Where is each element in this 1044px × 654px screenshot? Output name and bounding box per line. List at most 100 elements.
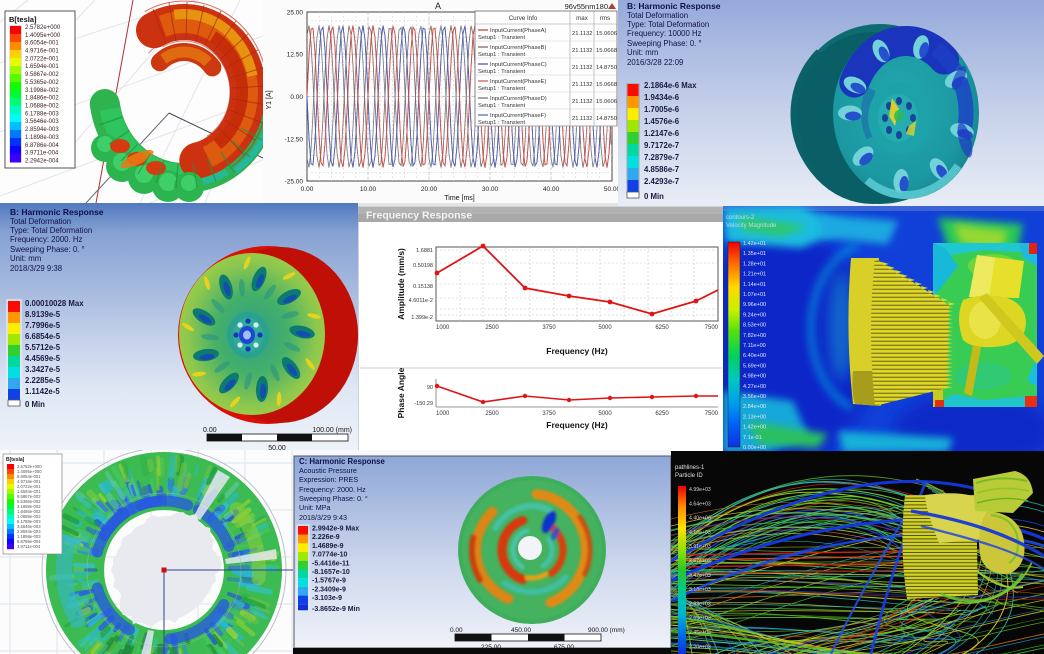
svg-text:pathlines-1: pathlines-1 (675, 465, 705, 471)
svg-text:1.2147e-6: 1.2147e-6 (644, 129, 680, 138)
svg-text:96v55nm180: 96v55nm180 (565, 2, 608, 11)
svg-text:1.9434e-6: 1.9434e-6 (644, 93, 680, 102)
svg-text:50.00: 50.00 (268, 445, 286, 450)
svg-text:0.00010028 Max: 0.00010028 Max (25, 299, 84, 308)
svg-text:7.0774e-10: 7.0774e-10 (312, 552, 348, 559)
svg-text:2.1864e-6 Max: 2.1864e-6 Max (644, 81, 697, 90)
svg-text:2.20e+03: 2.20e+03 (689, 644, 711, 650)
svg-text:6.6854e-5: 6.6854e-5 (25, 332, 61, 341)
svg-text:6.40e+00: 6.40e+00 (743, 353, 766, 359)
svg-text:-25.00: -25.00 (285, 179, 304, 186)
svg-text:2.9942e-9 Max: 2.9942e-9 Max (312, 526, 359, 533)
svg-text:7500: 7500 (705, 411, 719, 417)
svg-text:Velocity Magnitude: Velocity Magnitude (726, 223, 777, 229)
svg-text:7500: 7500 (705, 325, 719, 331)
svg-text:675.00: 675.00 (554, 644, 574, 651)
svg-text:1.7005e-6: 1.7005e-6 (644, 105, 680, 114)
svg-text:rms: rms (600, 15, 610, 22)
svg-text:3.1998e-002: 3.1998e-002 (17, 504, 41, 509)
svg-text:3.91e+03: 3.91e+03 (689, 544, 711, 550)
svg-text:Setup1 : Transient: Setup1 : Transient (478, 52, 525, 58)
svg-text:50.00: 50.00 (604, 186, 618, 193)
svg-text:2.13e+00: 2.13e+00 (743, 414, 766, 420)
svg-text:4.64e+03: 4.64e+03 (689, 501, 711, 507)
svg-text:1.6594e-001: 1.6594e-001 (25, 64, 59, 70)
svg-text:1.42e+01: 1.42e+01 (743, 241, 766, 247)
svg-text:Frequency (Hz): Frequency (Hz) (546, 420, 608, 430)
svg-text:6250: 6250 (655, 325, 669, 331)
svg-text:12.50: 12.50 (287, 52, 304, 59)
svg-text:3.9711e-004: 3.9711e-004 (17, 544, 41, 549)
svg-text:2.8594e-003: 2.8594e-003 (25, 127, 59, 133)
svg-text:4.99e+03: 4.99e+03 (689, 487, 711, 493)
svg-text:2.0722e-001: 2.0722e-001 (25, 56, 59, 62)
svg-text:B[tesla]: B[tesla] (9, 15, 37, 24)
svg-text:21.1132: 21.1132 (572, 82, 593, 88)
svg-text:2.2285e-5: 2.2285e-5 (25, 376, 61, 385)
svg-text:14.8750: 14.8750 (596, 116, 617, 122)
svg-text:5.5712e-5: 5.5712e-5 (25, 343, 61, 352)
svg-text:0.00: 0.00 (290, 94, 303, 101)
svg-text:6.1788e-003: 6.1788e-003 (25, 111, 59, 117)
svg-text:1000: 1000 (436, 411, 450, 417)
svg-text:900.00 (mm): 900.00 (mm) (588, 627, 625, 634)
svg-text:0.00: 0.00 (203, 427, 217, 434)
svg-text:2.8594e-003: 2.8594e-003 (17, 529, 41, 534)
svg-text:InputCurrent(PhaseE): InputCurrent(PhaseE) (490, 79, 546, 85)
svg-text:100.00 (mm): 100.00 (mm) (312, 427, 352, 434)
svg-text:2.69e+03: 2.69e+03 (689, 616, 711, 622)
svg-text:InputCurrent(PhaseD): InputCurrent(PhaseD) (490, 96, 547, 102)
svg-text:5000: 5000 (598, 325, 612, 331)
svg-text:1.28e+01: 1.28e+01 (743, 261, 766, 267)
svg-text:15.0606: 15.0606 (596, 99, 617, 105)
svg-text:0.15138: 0.15138 (413, 284, 433, 290)
svg-text:1000: 1000 (436, 325, 450, 331)
svg-text:-5.4416e-11: -5.4416e-11 (312, 560, 349, 567)
svg-text:6250: 6250 (655, 411, 669, 417)
svg-text:-2.3409e-9: -2.3409e-9 (312, 586, 346, 593)
svg-text:8.6054e-001: 8.6054e-001 (17, 474, 41, 479)
svg-text:4.9716e-001: 4.9716e-001 (25, 49, 59, 55)
svg-text:25.00: 25.00 (287, 10, 304, 17)
svg-text:3.1998e-002: 3.1998e-002 (25, 88, 59, 94)
svg-text:8.53e+00: 8.53e+00 (743, 323, 766, 329)
svg-text:3.56e+00: 3.56e+00 (743, 394, 766, 400)
svg-text:5.5365e-002: 5.5365e-002 (25, 80, 59, 86)
svg-text:1.0688e-002: 1.0688e-002 (17, 514, 41, 519)
svg-text:7.2879e-7: 7.2879e-7 (644, 153, 679, 162)
svg-text:40.00: 40.00 (543, 186, 560, 193)
svg-text:1.21e+01: 1.21e+01 (743, 272, 766, 278)
svg-text:225.00: 225.00 (481, 644, 501, 651)
svg-text:3.42e+03: 3.42e+03 (689, 573, 711, 579)
svg-text:5.69e+00: 5.69e+00 (743, 363, 766, 369)
svg-text:4.6011e-2: 4.6011e-2 (409, 298, 433, 304)
svg-text:-8.1657e-10: -8.1657e-10 (312, 569, 350, 576)
svg-text:4.16e+03: 4.16e+03 (689, 530, 711, 536)
svg-text:2.2942e-004: 2.2942e-004 (25, 158, 59, 164)
svg-text:9.96e+00: 9.96e+00 (743, 302, 766, 308)
svg-text:1.4095e+000: 1.4095e+000 (25, 33, 61, 39)
svg-text:7.11e+00: 7.11e+00 (743, 343, 766, 349)
svg-text:2500: 2500 (485, 325, 499, 331)
svg-text:20.00: 20.00 (421, 186, 438, 193)
svg-text:InputCurrent(PhaseB): InputCurrent(PhaseB) (490, 45, 546, 51)
svg-text:7.82e+00: 7.82e+00 (743, 333, 766, 339)
svg-text:7.1e-01: 7.1e-01 (743, 435, 762, 441)
svg-text:1.6881: 1.6881 (416, 248, 433, 254)
svg-text:1.07e+01: 1.07e+01 (743, 292, 766, 298)
svg-text:2500: 2500 (485, 411, 499, 417)
svg-text:InputCurrent(PhaseC): InputCurrent(PhaseC) (490, 62, 547, 68)
svg-text:450.00: 450.00 (511, 627, 531, 634)
svg-text:Time [ms]: Time [ms] (444, 195, 475, 202)
svg-text:3.3427e-5: 3.3427e-5 (25, 365, 61, 374)
svg-text:Amplitude (mm/s): Amplitude (mm/s) (396, 248, 406, 320)
svg-text:Setup1 : Transient: Setup1 : Transient (478, 120, 525, 126)
svg-text:1.4689e-9: 1.4689e-9 (312, 543, 344, 550)
svg-text:9.24e+00: 9.24e+00 (743, 312, 766, 318)
svg-text:6.8786e-004: 6.8786e-004 (25, 143, 59, 149)
svg-text:Frequency Response: Frequency Response (366, 210, 472, 222)
svg-text:contours-2: contours-2 (726, 215, 755, 221)
svg-text:4.27e+00: 4.27e+00 (743, 384, 766, 390)
svg-text:1.4576e-6: 1.4576e-6 (644, 117, 680, 126)
svg-text:3750: 3750 (542, 325, 556, 331)
